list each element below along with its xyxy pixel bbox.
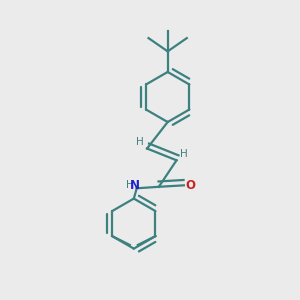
Text: N: N [130,179,140,192]
Text: H: H [180,149,188,159]
Text: H: H [125,180,133,190]
Text: H: H [136,137,144,147]
Text: O: O [185,179,195,192]
